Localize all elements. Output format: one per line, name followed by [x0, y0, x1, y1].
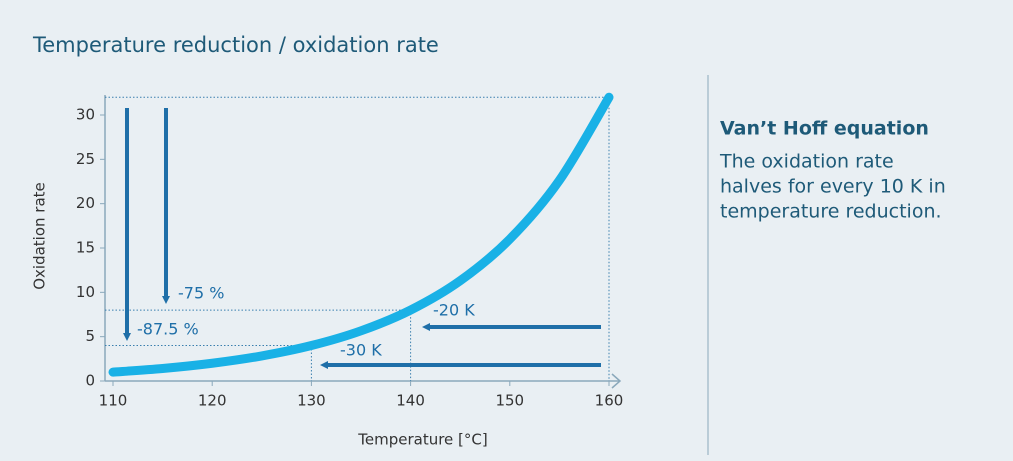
annotation: -87.5 %: [137, 320, 199, 339]
arrows: [123, 108, 601, 369]
y-tick-label: 0: [85, 372, 95, 390]
x-tick-label: 130: [297, 392, 326, 410]
y-axis-label: Oxidation rate: [31, 182, 49, 290]
y-tick-label: 30: [76, 106, 95, 124]
plot-area: 0 5 10 15 20 25 30 110 120 130 140 150 160: [76, 92, 624, 410]
side-text: halves for every 10 K in: [720, 176, 946, 198]
y-tick-label: 5: [85, 327, 95, 345]
annotation: -75 %: [178, 284, 224, 303]
y-tick-label: 25: [76, 150, 95, 168]
x-axis-arrow: [611, 373, 622, 389]
annotation: -20 K: [433, 301, 475, 320]
annotation: -30 K: [340, 341, 382, 360]
side-text: temperature reduction.: [720, 201, 942, 223]
side-title: Van’t Hoff equation: [720, 118, 929, 140]
y-tick-label: 10: [76, 283, 95, 301]
data-line: [108, 92, 614, 377]
x-tick-label: 110: [99, 392, 128, 410]
x-tick-label: 160: [595, 392, 624, 410]
x-tick-label: 140: [396, 392, 425, 410]
chart-title: Temperature reduction / oxidation rate: [32, 33, 439, 57]
x-tick-label: 120: [198, 392, 227, 410]
side-text: The oxidation rate: [719, 151, 894, 173]
x-axis-label: Temperature [°C]: [357, 431, 487, 449]
x-tick-label: 150: [495, 392, 524, 410]
y-tick-label: 15: [76, 239, 95, 257]
y-tick-label: 20: [76, 194, 95, 212]
